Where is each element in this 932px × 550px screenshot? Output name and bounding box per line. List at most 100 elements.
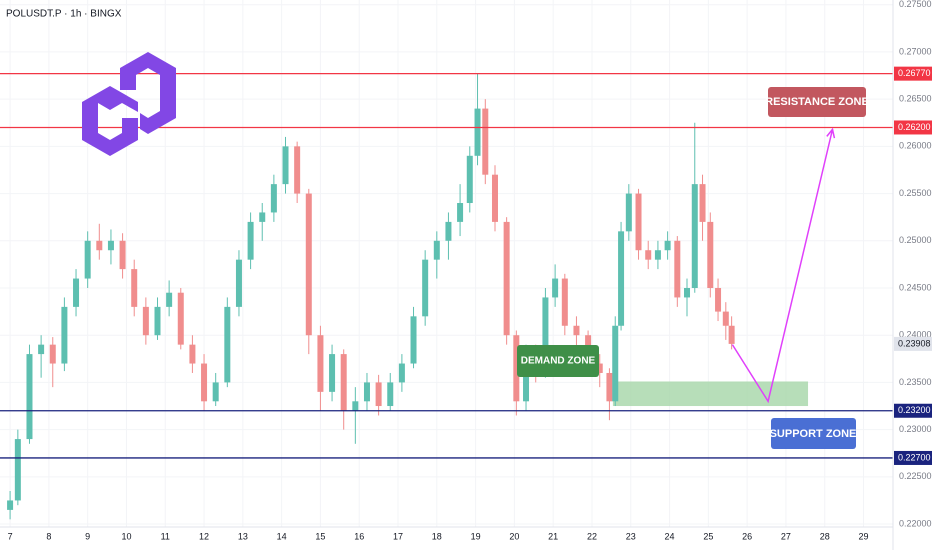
candle-body: [259, 212, 266, 222]
candle-body: [212, 382, 219, 402]
candle-body: [503, 221, 510, 336]
candle-body: [715, 287, 722, 312]
candle-body: [573, 325, 580, 336]
candle-body: [722, 311, 729, 326]
y-tick-label: 0.26500: [899, 94, 932, 104]
candle-body: [305, 193, 312, 336]
candle-body: [445, 221, 452, 241]
x-tick-label: 12: [199, 531, 209, 541]
x-tick-label: 28: [820, 531, 830, 541]
x-tick-label: 19: [471, 531, 481, 541]
candle-body: [107, 240, 114, 251]
candle-body: [317, 335, 324, 392]
x-tick-label: 16: [354, 531, 364, 541]
candle-body: [654, 250, 661, 260]
y-tick-label: 0.27500: [899, 0, 932, 9]
candle-body: [7, 500, 14, 510]
last-price-box: [894, 336, 932, 351]
annotation: RESISTANCE ZONE: [765, 87, 869, 117]
candle-body: [189, 344, 196, 364]
annotation-text: SUPPORT ZONE: [770, 428, 857, 440]
candle-body: [474, 108, 481, 156]
x-tick-label: 15: [315, 531, 325, 541]
candle-body: [612, 325, 619, 402]
x-tick-label: 25: [703, 531, 713, 541]
candle-body: [596, 363, 603, 373]
candle-body: [422, 259, 429, 317]
candle-body: [73, 278, 80, 307]
candle-body: [398, 363, 405, 383]
logo: [82, 52, 176, 156]
y-tick-label: 0.23500: [899, 377, 932, 387]
candle-body: [410, 316, 417, 364]
candle-body: [645, 250, 652, 260]
level-label: 0.26200: [898, 122, 931, 132]
candle-body: [542, 297, 549, 373]
x-tick-label: 17: [393, 531, 403, 541]
x-tick-label: 27: [781, 531, 791, 541]
candle-body: [491, 174, 498, 222]
annotation: SUPPORT ZONE: [770, 418, 857, 449]
level-label-box: [894, 450, 932, 465]
candle-body: [166, 292, 173, 307]
y-tick-label: 0.25500: [899, 188, 932, 198]
annotation-box: [517, 345, 599, 377]
candle-body: [606, 372, 613, 402]
candle-body: [61, 306, 68, 364]
candle-body: [340, 354, 347, 411]
candle-body: [375, 382, 382, 407]
y-tick-label: 0.25000: [899, 235, 932, 245]
x-tick-label: 9: [85, 531, 90, 541]
x-tick-label: 11: [161, 531, 170, 541]
candle-body: [247, 221, 254, 260]
axes: 0.22000 0.22500 0.23000 0.23500 0.24000 0.245…: [8, 0, 932, 541]
candle-body: [270, 184, 277, 213]
demand-zone: [612, 381, 809, 407]
candle-body: [674, 240, 681, 298]
y-tick-label: 0.24000: [899, 330, 932, 340]
last-price-label: 0.23908: [898, 338, 931, 348]
candle-body: [294, 146, 301, 194]
candle-body: [142, 306, 149, 336]
candle-body: [177, 292, 184, 345]
x-tick-label: 13: [238, 531, 248, 541]
level-label-box: [894, 120, 932, 135]
candle-body: [154, 306, 161, 336]
x-tick-label: 26: [742, 531, 752, 541]
chart-title: POLUSDT.P · 1h · BINGX: [6, 9, 122, 20]
candle-body: [523, 354, 530, 402]
candle-body: [96, 240, 103, 251]
x-tick-label: 24: [665, 531, 675, 541]
x-tick-label: 29: [859, 531, 869, 541]
level-label: 0.22700: [898, 452, 931, 462]
x-tick-label: 18: [432, 531, 442, 541]
y-tick-label: 0.24500: [899, 282, 932, 292]
level-label-box: [894, 403, 932, 418]
candle-body: [513, 335, 520, 402]
candle-body: [664, 240, 671, 251]
candle-body: [224, 306, 231, 383]
y-tick-label: 0.22000: [899, 518, 932, 528]
annotation-text: RESISTANCE ZONE: [765, 96, 869, 108]
annotation-box: [771, 418, 856, 449]
candle-body: [387, 382, 394, 407]
candle-body: [49, 344, 56, 364]
level-label: 0.23200: [898, 405, 931, 415]
candle-body: [131, 269, 138, 307]
projection-arrowhead: [826, 127, 836, 139]
y-tick-label: 0.23000: [899, 424, 932, 434]
grid: [0, 0, 893, 527]
candle-body: [38, 344, 45, 355]
x-tick-label: 7: [8, 531, 13, 541]
level-label-box: [894, 66, 932, 81]
candle-body: [466, 155, 473, 204]
candle-body: [552, 278, 559, 298]
candle-body: [433, 240, 440, 260]
candle-body: [728, 325, 735, 344]
candle-body: [363, 382, 370, 402]
candle-body: [561, 278, 568, 326]
candle-body: [625, 193, 632, 232]
x-tick-label: 23: [626, 531, 636, 541]
